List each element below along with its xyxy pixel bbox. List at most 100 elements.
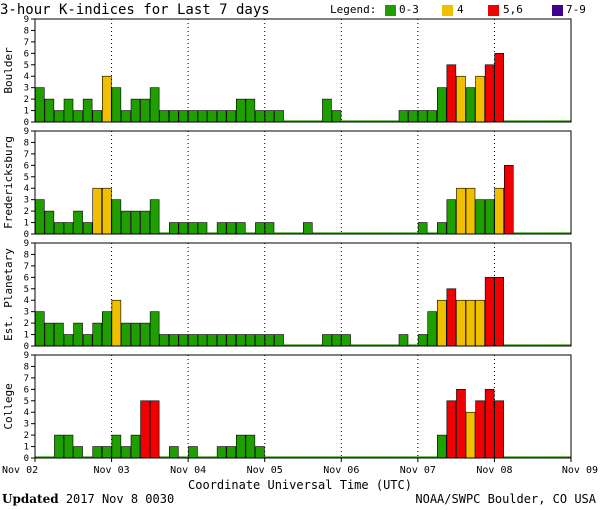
y-tick-label: 4 (24, 184, 29, 194)
y-tick-label: 2 (24, 319, 29, 329)
y-tick-label: 7 (24, 374, 29, 384)
k-index-bar (436, 222, 447, 235)
k-index-bar (255, 446, 265, 459)
k-index-bar (475, 299, 485, 347)
y-tick-label: 7 (24, 150, 29, 160)
k-index-bar (111, 199, 122, 235)
k-index-bar (34, 199, 45, 235)
y-tick-label: 1 (24, 219, 29, 229)
k-index-bar (73, 322, 83, 347)
k-index-bar (456, 75, 466, 123)
y-tick-label: 5 (24, 61, 29, 71)
k-index-bar (503, 165, 514, 235)
k-index-bar (169, 446, 179, 459)
y-tick-label: 6 (24, 161, 29, 171)
k-index-bar (236, 222, 246, 235)
k-index-bar (149, 311, 160, 347)
k-index-bar (149, 400, 160, 459)
y-tick-label: 0 (24, 230, 29, 240)
x-tick-label: Nov 09 (562, 465, 598, 476)
data-source: NOAA/SWPC Boulder, CO USA (415, 492, 596, 506)
k-index-bar (465, 411, 476, 459)
k-index-bar (226, 110, 237, 123)
x-tick-label: Nov 06 (323, 465, 359, 476)
k-index-bar (121, 322, 131, 347)
y-tick-label: 7 (24, 262, 29, 272)
k-index-bar (82, 334, 93, 347)
legend-swatch-5-6 (488, 5, 499, 16)
k-index-bar (484, 64, 495, 123)
k-index-bar (34, 311, 45, 347)
k-index-bar (178, 222, 189, 235)
k-index-bar (494, 277, 505, 347)
k-index-bar (274, 110, 284, 123)
k-index-bar (456, 299, 466, 347)
y-tick-label: 6 (24, 385, 29, 395)
k-index-bar (274, 334, 284, 347)
k-index-bar (102, 75, 112, 123)
panel-name: College (2, 383, 15, 429)
legend-item-5-6: 5,6 (503, 3, 523, 16)
k-index-bar (475, 199, 485, 235)
k-index-bar (92, 110, 102, 123)
k-index-bar (331, 334, 342, 347)
k-index-bar (54, 434, 64, 459)
legend-swatch-0-3 (385, 5, 396, 16)
y-tick-label: 7 (24, 38, 29, 48)
y-tick-label: 0 (24, 342, 29, 352)
k-index-bar (102, 311, 112, 347)
k-index-bar (169, 334, 179, 347)
k-index-bar (140, 322, 150, 347)
k-index-bar (207, 334, 217, 347)
y-tick-label: 6 (24, 49, 29, 59)
k-index-bar (111, 299, 122, 347)
k-index-bar (159, 110, 170, 123)
y-tick-label: 8 (24, 362, 29, 372)
k-index-bar (475, 400, 485, 459)
panel-frame (34, 354, 572, 459)
k-index-bar (484, 199, 495, 235)
k-index-bar (178, 334, 189, 347)
y-tick-label: 9 (24, 239, 29, 249)
k-index-bar (44, 98, 55, 123)
y-tick-label: 1 (24, 443, 29, 453)
updated-label: Updated (2, 492, 59, 506)
y-tick-label: 0 (24, 118, 29, 128)
y-tick-label: 4 (24, 296, 29, 306)
k-index-chart: 0123456789Boulder0123456789Fredericksbur… (2, 15, 598, 476)
k-index-bar (73, 110, 83, 123)
panel-frame (34, 130, 572, 235)
y-tick-label: 5 (24, 397, 29, 407)
x-tick-label: Nov 03 (94, 465, 130, 476)
y-tick-label: 8 (24, 250, 29, 260)
k-index-bar (436, 434, 447, 459)
k-index-bar (54, 110, 64, 123)
panel-name: Est. Planetary (2, 248, 15, 341)
y-tick-label: 6 (24, 273, 29, 283)
k-index-bar (54, 222, 64, 235)
k-index-bar (44, 210, 55, 235)
k-index-bar (197, 334, 208, 347)
legend-item-7-9: 7-9 (566, 3, 586, 16)
k-index-bar (188, 222, 198, 235)
k-index-bar (121, 110, 131, 123)
k-index-bar (341, 334, 351, 347)
y-tick-label: 9 (24, 127, 29, 137)
k-index-bar (140, 400, 150, 459)
panel-name: Boulder (2, 47, 15, 94)
k-index-bar (130, 434, 141, 459)
y-tick-label: 9 (24, 15, 29, 25)
y-tick-label: 2 (24, 431, 29, 441)
k-index-bar (226, 334, 237, 347)
k-index-bar (226, 446, 237, 459)
y-tick-label: 1 (24, 331, 29, 341)
legend-swatch-4 (442, 5, 453, 16)
panel-frame (34, 18, 572, 123)
k-index-bar (140, 210, 150, 235)
k-index-bar (73, 446, 83, 459)
k-index-bar (436, 87, 447, 123)
k-index-bar (178, 110, 189, 123)
k-index-bar (255, 222, 265, 235)
k-index-bar (331, 110, 342, 123)
k-index-bar (408, 110, 418, 123)
